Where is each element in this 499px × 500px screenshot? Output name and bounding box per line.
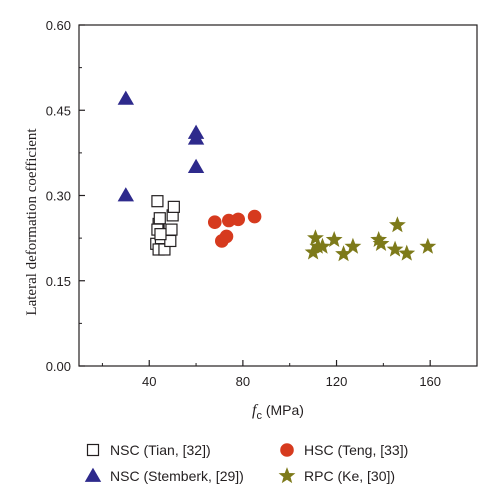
data-point	[307, 229, 324, 246]
x-tick-label: 40	[142, 374, 156, 389]
data-point	[344, 237, 362, 254]
legend-marker	[86, 443, 100, 457]
x-tick-label: 80	[236, 374, 250, 389]
data-point	[165, 223, 178, 236]
legend-label: RPC (Ke, [30])	[304, 468, 395, 484]
data-point	[153, 212, 166, 225]
x-axis-symbol: f	[252, 402, 259, 419]
data-point	[398, 244, 416, 261]
legend-marker	[84, 467, 102, 482]
series-hsc-teng	[207, 209, 262, 248]
data-point	[372, 234, 390, 251]
plot-area	[78, 24, 478, 367]
legend-marker	[280, 443, 294, 457]
legend-item: HSC (Teng, [33])	[280, 442, 408, 458]
data-point	[325, 230, 343, 247]
series-nsc-stemberk	[117, 90, 205, 202]
series-nsc-tian	[150, 195, 180, 256]
axes: 40 80 120 160 0.00 0.15 0.30 0.45 0.60	[46, 18, 478, 389]
data-point	[187, 130, 205, 145]
y-tick-label: 0.30	[46, 189, 71, 204]
data-point	[314, 237, 331, 254]
x-axis-unit: (MPa)	[262, 402, 304, 418]
data-points	[117, 90, 437, 262]
data-point	[117, 187, 135, 202]
legend-marker	[278, 467, 296, 484]
legend-label: HSC (Teng, [33])	[304, 442, 408, 458]
data-point	[231, 212, 245, 227]
legend-item: NSC (Stemberk, [29])	[84, 467, 244, 484]
data-point	[247, 209, 262, 224]
data-point	[335, 245, 352, 262]
data-point	[117, 90, 135, 105]
data-point	[151, 195, 164, 208]
data-point	[419, 237, 437, 254]
legend-item: NSC (Tian, [32])	[86, 442, 211, 458]
x-tick-label: 160	[419, 374, 441, 389]
y-tick-label: 0.60	[46, 18, 71, 33]
y-tick-label: 0.00	[46, 359, 71, 374]
data-point	[154, 228, 167, 241]
legend: NSC (Tian, [32]) NSC (Stemberk, [29]) HSC …	[84, 442, 408, 484]
x-axis-title: fc (MPa)	[252, 402, 304, 422]
series-rpc-ke	[304, 216, 437, 262]
x-axis-subscript: c	[256, 410, 262, 422]
legend-label: NSC (Tian, [32])	[110, 442, 211, 458]
legend-item: RPC (Ke, [30])	[278, 467, 395, 484]
data-point	[219, 229, 234, 244]
plot-frame	[78, 24, 478, 367]
x-tick-label: 120	[326, 374, 348, 389]
legend-label: NSC (Stemberk, [29])	[110, 468, 244, 484]
data-point	[388, 216, 406, 233]
y-axis-title: Lateral deformation coefficient	[24, 128, 40, 316]
y-tick-label: 0.15	[46, 274, 71, 289]
y-tick-label: 0.45	[46, 103, 71, 118]
data-point	[167, 200, 180, 213]
data-point	[207, 215, 222, 230]
data-point	[187, 158, 205, 173]
data-point	[386, 240, 404, 257]
